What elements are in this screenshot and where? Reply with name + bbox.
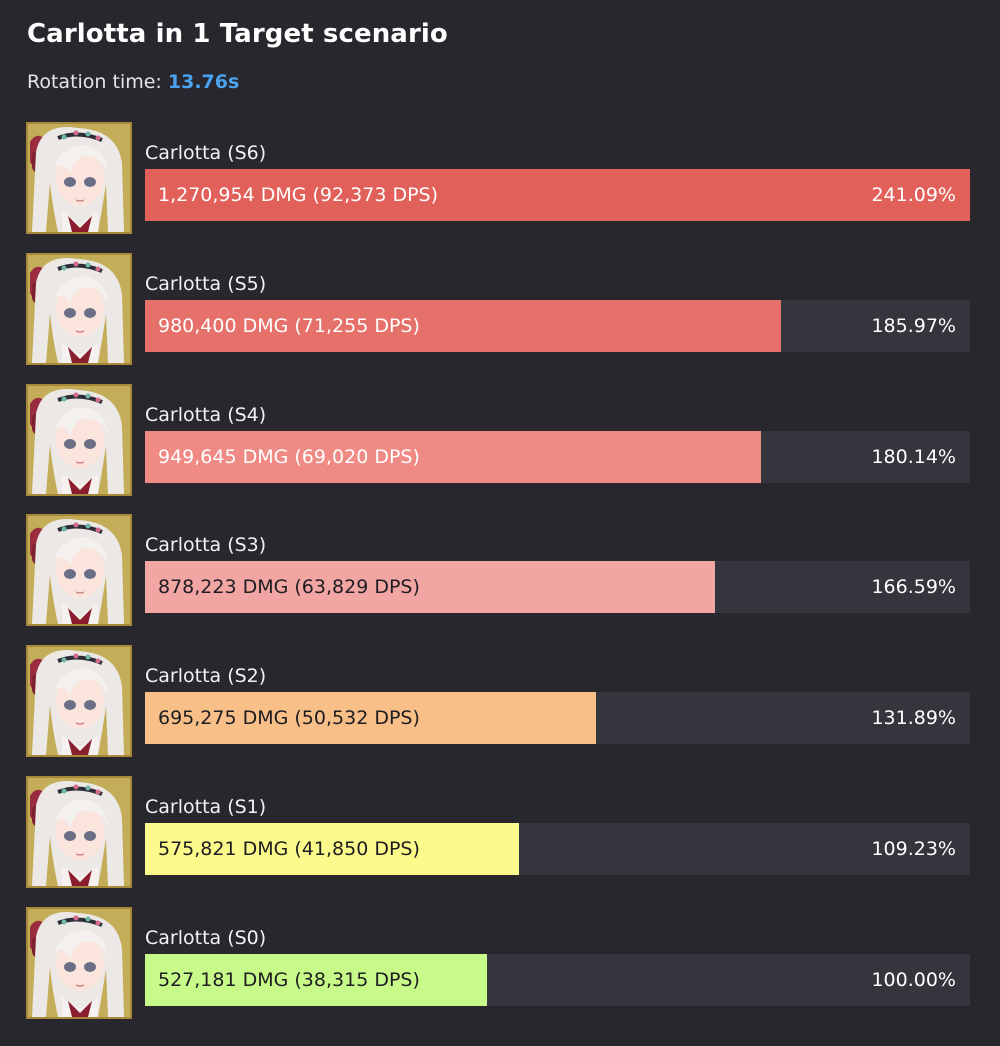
bar-category-label: Carlotta (S4) bbox=[145, 404, 267, 426]
bar-track: 575,821 DMG (41,850 DPS) 109.23% bbox=[145, 823, 970, 875]
bar-data-label: 949,645 DMG (69,020 DPS) bbox=[158, 446, 420, 468]
character-avatar bbox=[26, 776, 132, 888]
bar bbox=[145, 431, 761, 483]
bar-category-label: Carlotta (S3) bbox=[145, 534, 267, 556]
bar-data-label: 575,821 DMG (41,850 DPS) bbox=[158, 838, 420, 860]
character-avatar bbox=[26, 122, 132, 234]
bar-category-label: Carlotta (S1) bbox=[145, 796, 267, 818]
bar-percent-label: 185.97% bbox=[871, 315, 956, 337]
rotation-time-value: 13.76s bbox=[167, 71, 240, 93]
bar-percent-label: 241.09% bbox=[871, 184, 956, 206]
bar-data-label: 878,223 DMG (63,829 DPS) bbox=[158, 576, 420, 598]
chart-row: Carlotta (S4) 949,645 DMG (69,020 DPS) 180… bbox=[0, 384, 1000, 496]
bar bbox=[145, 954, 487, 1006]
character-portrait-icon bbox=[28, 647, 130, 755]
character-portrait-icon bbox=[28, 255, 130, 363]
character-portrait-icon bbox=[28, 909, 130, 1017]
character-portrait-icon bbox=[28, 778, 130, 886]
bar-data-label: 980,400 DMG (71,255 DPS) bbox=[158, 315, 420, 337]
rotation-time-label: Rotation time: bbox=[27, 71, 162, 93]
bar-percent-label: 100.00% bbox=[871, 969, 956, 991]
bar-percent-label: 131.89% bbox=[871, 707, 956, 729]
character-avatar bbox=[26, 384, 132, 496]
chart-row: Carlotta (S6) 1,270,954 DMG (92,373 DPS) 2… bbox=[0, 122, 1000, 234]
rotation-time: Rotation time: 13.76s bbox=[27, 68, 239, 96]
chart-row: Carlotta (S1) 575,821 DMG (41,850 DPS) 109… bbox=[0, 776, 1000, 888]
character-portrait-icon bbox=[28, 516, 130, 624]
bar-track: 878,223 DMG (63,829 DPS) 166.59% bbox=[145, 561, 970, 613]
bar-track: 980,400 DMG (71,255 DPS) 185.97% bbox=[145, 300, 970, 352]
bar bbox=[145, 300, 781, 352]
character-avatar bbox=[26, 907, 132, 1019]
bar-percent-label: 109.23% bbox=[871, 838, 956, 860]
bar-track: 695,275 DMG (50,532 DPS) 131.89% bbox=[145, 692, 970, 744]
chart-row: Carlotta (S5) 980,400 DMG (71,255 DPS) 185… bbox=[0, 253, 1000, 365]
bar-track: 949,645 DMG (69,020 DPS) 180.14% bbox=[145, 431, 970, 483]
bar bbox=[145, 692, 596, 744]
bar-category-label: Carlotta (S5) bbox=[145, 273, 267, 295]
character-avatar bbox=[26, 514, 132, 626]
chart-row: Carlotta (S2) 695,275 DMG (50,532 DPS) 131… bbox=[0, 645, 1000, 757]
bar bbox=[145, 561, 715, 613]
bar-percent-label: 180.14% bbox=[871, 446, 956, 468]
chart-row: Carlotta (S0) 527,181 DMG (38,315 DPS) 100… bbox=[0, 907, 1000, 1019]
character-portrait-icon bbox=[28, 386, 130, 494]
bar-track: 527,181 DMG (38,315 DPS) 100.00% bbox=[145, 954, 970, 1006]
page-title: Carlotta in 1 Target scenario bbox=[27, 19, 448, 49]
bar-data-label: 527,181 DMG (38,315 DPS) bbox=[158, 969, 420, 991]
bar-data-label: 695,275 DMG (50,532 DPS) bbox=[158, 707, 420, 729]
character-portrait-icon bbox=[28, 124, 130, 232]
character-avatar bbox=[26, 253, 132, 365]
bar-category-label: Carlotta (S0) bbox=[145, 927, 267, 949]
chart-row: Carlotta (S3) 878,223 DMG (63,829 DPS) 166… bbox=[0, 514, 1000, 626]
bar-category-label: Carlotta (S6) bbox=[145, 142, 267, 164]
bar bbox=[145, 823, 519, 875]
bar-percent-label: 166.59% bbox=[871, 576, 956, 598]
bar-category-label: Carlotta (S2) bbox=[145, 665, 267, 687]
bar-track: 1,270,954 DMG (92,373 DPS) 241.09% bbox=[145, 169, 970, 221]
bar bbox=[145, 169, 970, 221]
character-avatar bbox=[26, 645, 132, 757]
bar-data-label: 1,270,954 DMG (92,373 DPS) bbox=[158, 184, 439, 206]
